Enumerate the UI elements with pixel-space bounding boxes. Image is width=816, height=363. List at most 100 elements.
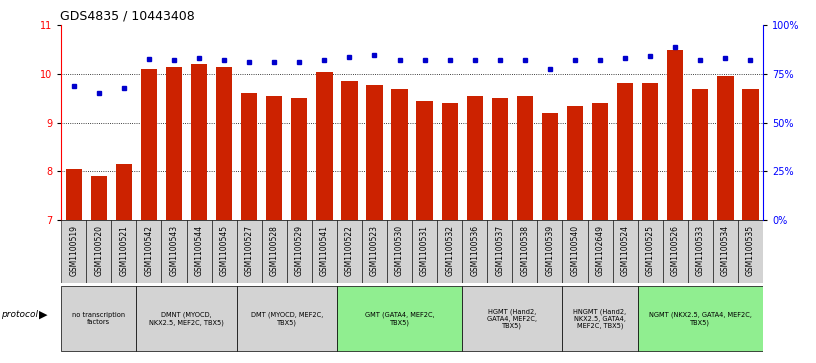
- Bar: [512, 220, 538, 283]
- Text: no transcription
factors: no transcription factors: [73, 312, 126, 325]
- Bar: [312, 220, 337, 283]
- Bar: [341, 81, 357, 220]
- Text: GSM1100532: GSM1100532: [446, 225, 455, 276]
- Bar: [717, 76, 734, 220]
- Text: GSM1100520: GSM1100520: [95, 225, 104, 276]
- Bar: [567, 106, 583, 220]
- Bar: [241, 93, 257, 220]
- Bar: [517, 96, 533, 220]
- Bar: [86, 220, 111, 283]
- Bar: [111, 220, 136, 283]
- Text: GSM1100542: GSM1100542: [144, 225, 153, 276]
- Bar: [116, 164, 132, 220]
- Bar: [462, 220, 487, 283]
- Bar: [262, 220, 286, 283]
- Text: GDS4835 / 10443408: GDS4835 / 10443408: [60, 10, 195, 23]
- Bar: [362, 220, 387, 283]
- Bar: [136, 286, 237, 351]
- Bar: [416, 101, 432, 220]
- Bar: [211, 220, 237, 283]
- Bar: [492, 98, 508, 220]
- Bar: [191, 64, 207, 220]
- Text: GSM1100540: GSM1100540: [570, 225, 579, 276]
- Bar: [738, 220, 763, 283]
- Bar: [538, 220, 562, 283]
- Bar: [366, 85, 383, 220]
- Text: GSM1100534: GSM1100534: [721, 225, 730, 276]
- Bar: [637, 286, 763, 351]
- Bar: [688, 220, 713, 283]
- Text: protocol: protocol: [1, 310, 38, 319]
- Text: GSM1100524: GSM1100524: [621, 225, 630, 276]
- Text: GSM1100531: GSM1100531: [420, 225, 429, 276]
- Bar: [166, 67, 182, 220]
- Bar: [663, 220, 688, 283]
- Bar: [291, 98, 308, 220]
- Bar: [136, 220, 162, 283]
- Bar: [441, 103, 458, 220]
- Bar: [588, 220, 613, 283]
- Text: GSM1100529: GSM1100529: [295, 225, 304, 276]
- Bar: [667, 50, 683, 220]
- Bar: [467, 96, 483, 220]
- Bar: [613, 220, 637, 283]
- Text: GSM1100530: GSM1100530: [395, 225, 404, 276]
- Bar: [542, 113, 558, 220]
- Bar: [61, 220, 86, 283]
- Bar: [337, 286, 462, 351]
- Bar: [462, 286, 562, 351]
- Bar: [562, 286, 637, 351]
- Bar: [317, 72, 332, 220]
- Text: HNGMT (Hand2,
NKX2.5, GATA4,
MEF2C, TBX5): HNGMT (Hand2, NKX2.5, GATA4, MEF2C, TBX5…: [574, 308, 627, 329]
- Bar: [337, 220, 362, 283]
- Text: GSM1100543: GSM1100543: [170, 225, 179, 276]
- Text: GSM1100519: GSM1100519: [69, 225, 78, 276]
- Bar: [162, 220, 187, 283]
- Text: GSM1100528: GSM1100528: [270, 225, 279, 276]
- Bar: [487, 220, 512, 283]
- Bar: [237, 220, 262, 283]
- Text: GSM1100544: GSM1100544: [194, 225, 203, 276]
- Bar: [437, 220, 462, 283]
- Text: GSM1100545: GSM1100545: [220, 225, 228, 276]
- Text: GSM1100525: GSM1100525: [645, 225, 654, 276]
- Bar: [743, 89, 759, 220]
- Bar: [617, 83, 633, 220]
- Text: GSM1100521: GSM1100521: [119, 225, 128, 276]
- Bar: [713, 220, 738, 283]
- Bar: [642, 83, 659, 220]
- Text: HGMT (Hand2,
GATA4, MEF2C,
TBX5): HGMT (Hand2, GATA4, MEF2C, TBX5): [487, 308, 537, 329]
- Text: GSM1100536: GSM1100536: [470, 225, 479, 276]
- Bar: [562, 220, 588, 283]
- Bar: [286, 220, 312, 283]
- Bar: [266, 96, 282, 220]
- Text: GSM1100541: GSM1100541: [320, 225, 329, 276]
- Bar: [216, 67, 233, 220]
- Bar: [187, 220, 211, 283]
- Text: GSM1102649: GSM1102649: [596, 225, 605, 276]
- Text: DMT (MYOCD, MEF2C,
TBX5): DMT (MYOCD, MEF2C, TBX5): [251, 311, 323, 326]
- Text: GSM1100537: GSM1100537: [495, 225, 504, 276]
- Text: GSM1100538: GSM1100538: [521, 225, 530, 276]
- Text: GSM1100539: GSM1100539: [545, 225, 554, 276]
- Text: NGMT (NKX2.5, GATA4, MEF2C,
TBX5): NGMT (NKX2.5, GATA4, MEF2C, TBX5): [649, 311, 752, 326]
- Text: DMNT (MYOCD,
NKX2.5, MEF2C, TBX5): DMNT (MYOCD, NKX2.5, MEF2C, TBX5): [149, 311, 224, 326]
- Bar: [61, 286, 136, 351]
- Bar: [141, 69, 157, 220]
- Bar: [412, 220, 437, 283]
- Bar: [387, 220, 412, 283]
- Bar: [65, 169, 82, 220]
- Bar: [592, 103, 608, 220]
- Text: GSM1100535: GSM1100535: [746, 225, 755, 276]
- Bar: [692, 89, 708, 220]
- Text: GSM1100533: GSM1100533: [696, 225, 705, 276]
- Bar: [237, 286, 337, 351]
- Text: GSM1100527: GSM1100527: [245, 225, 254, 276]
- Text: GSM1100526: GSM1100526: [671, 225, 680, 276]
- Bar: [637, 220, 663, 283]
- Text: GMT (GATA4, MEF2C,
TBX5): GMT (GATA4, MEF2C, TBX5): [365, 311, 434, 326]
- Text: GSM1100523: GSM1100523: [370, 225, 379, 276]
- Bar: [392, 89, 408, 220]
- Text: GSM1100522: GSM1100522: [345, 225, 354, 276]
- Bar: [91, 176, 107, 220]
